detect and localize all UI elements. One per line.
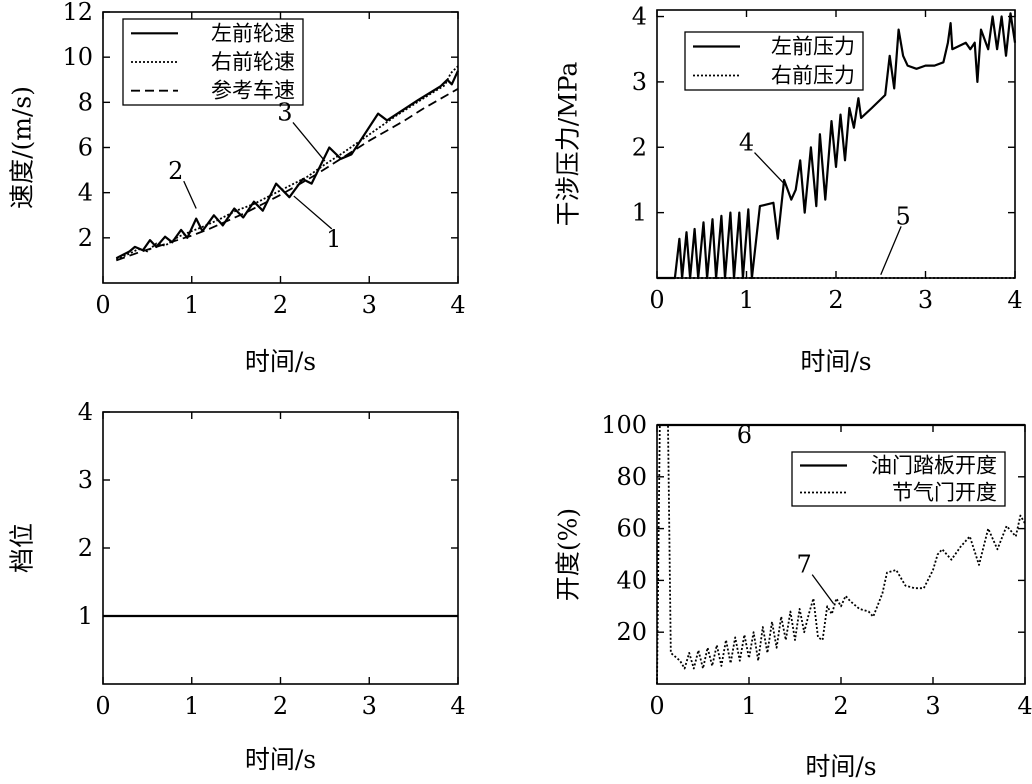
y-tick-label: 1 bbox=[632, 199, 647, 227]
annotation-3: 3 bbox=[277, 98, 326, 162]
annotation-label: 1 bbox=[326, 225, 341, 253]
annotation-leader bbox=[754, 152, 788, 187]
x-axis-label: 时间/s bbox=[245, 745, 316, 774]
x-tick-label: 3 bbox=[362, 692, 377, 720]
annotation-leader bbox=[880, 226, 902, 275]
legend-entry: 右前压力 bbox=[771, 64, 855, 88]
x-axis-label: 时间/s bbox=[805, 752, 876, 781]
series-line-2 bbox=[115, 65, 459, 261]
x-tick-label: 4 bbox=[450, 291, 465, 319]
x-tick-label: 3 bbox=[925, 692, 940, 720]
y-tick-label: 2 bbox=[632, 133, 647, 161]
x-axis: 0 1 2 3 4 bbox=[649, 10, 1023, 314]
x-axis-label: 时间/s bbox=[800, 347, 871, 376]
annotation-label: 7 bbox=[797, 551, 812, 579]
x-tick-label: 2 bbox=[273, 291, 288, 319]
x-tick-label: 2 bbox=[273, 692, 288, 720]
chart-panel-3: 0 1 2 3 4 1 2 3 4 时间/s 档位 bbox=[8, 398, 466, 774]
x-tick-label: 4 bbox=[1017, 692, 1032, 720]
y-tick-label: 1 bbox=[78, 602, 93, 630]
x-tick-label: 0 bbox=[95, 291, 110, 319]
plot-frame bbox=[102, 411, 459, 685]
y-tick-label: 40 bbox=[616, 566, 647, 594]
x-axis-label: 时间/s bbox=[245, 347, 316, 376]
annotation-7: 7 bbox=[797, 551, 835, 605]
x-tick-label: 1 bbox=[184, 291, 199, 319]
annotation-leader bbox=[292, 121, 326, 162]
annotation-leader bbox=[293, 195, 333, 230]
x-tick-label: 0 bbox=[649, 692, 664, 720]
legend-entry: 右前轮速 bbox=[211, 50, 295, 74]
x-tick-label: 0 bbox=[95, 692, 110, 720]
y-tick-label: 10 bbox=[62, 43, 93, 71]
series-line-2 bbox=[656, 424, 1026, 685]
series-line-3 bbox=[115, 88, 459, 262]
y-tick-label: 60 bbox=[616, 515, 647, 543]
y-tick-label: 4 bbox=[78, 398, 93, 426]
legend-box bbox=[791, 451, 1006, 507]
legend-entry: 节气门开度 bbox=[892, 481, 997, 505]
x-tick-label: 1 bbox=[184, 692, 199, 720]
annotation-2: 2 bbox=[168, 157, 197, 209]
annotation-5: 5 bbox=[880, 202, 911, 275]
y-tick-label: 80 bbox=[616, 463, 647, 491]
y-tick-label: 8 bbox=[78, 88, 93, 116]
x-tick-label: 3 bbox=[918, 286, 933, 314]
annotation-4: 4 bbox=[739, 129, 788, 187]
x-tick-label: 4 bbox=[450, 692, 465, 720]
y-axis-label: 干涉压力/MPa bbox=[554, 62, 583, 227]
series-line-1 bbox=[115, 70, 460, 260]
y-axis: 1 2 3 4 bbox=[78, 398, 458, 630]
x-tick-label: 2 bbox=[833, 692, 848, 720]
x-tick-label: 1 bbox=[739, 286, 754, 314]
annotation-label: 6 bbox=[737, 421, 752, 449]
annotation-1: 1 bbox=[293, 195, 341, 253]
annotation-leader bbox=[811, 574, 835, 605]
x-tick-label: 3 bbox=[362, 291, 377, 319]
y-axis: 1 2 3 4 bbox=[632, 3, 1015, 227]
y-axis: 20 40 60 80 100 bbox=[601, 411, 1025, 646]
y-tick-label: 4 bbox=[632, 3, 647, 31]
y-tick-label: 3 bbox=[632, 68, 647, 96]
x-tick-label: 2 bbox=[828, 286, 843, 314]
annotation-label: 4 bbox=[739, 129, 754, 157]
legend-entry: 左前轮速 bbox=[211, 21, 295, 45]
annotation-label: 2 bbox=[168, 157, 183, 185]
annotation-label: 5 bbox=[895, 202, 910, 230]
y-tick-label: 2 bbox=[78, 534, 93, 562]
y-tick-label: 2 bbox=[78, 224, 93, 252]
series-line-1 bbox=[657, 12, 1017, 280]
legend-entry: 左前压力 bbox=[771, 35, 855, 59]
y-tick-label: 6 bbox=[78, 134, 93, 162]
y-axis-label: 档位 bbox=[8, 523, 37, 573]
x-axis: 0 1 2 3 4 bbox=[649, 425, 1032, 720]
annotation-label: 3 bbox=[277, 98, 292, 126]
x-tick-label: 1 bbox=[741, 692, 756, 720]
legend-entry: 参考车速 bbox=[211, 79, 295, 103]
annotation-leader bbox=[183, 180, 197, 209]
legend-entry: 油门踏板开度 bbox=[871, 454, 997, 478]
x-tick-label: 0 bbox=[649, 286, 664, 314]
y-tick-label: 3 bbox=[78, 466, 93, 494]
x-tick-label: 4 bbox=[1007, 286, 1022, 314]
y-tick-label: 100 bbox=[601, 411, 647, 439]
y-tick-label: 20 bbox=[616, 618, 647, 646]
y-tick-label: 12 bbox=[62, 0, 93, 26]
annotation-6: 6 bbox=[707, 421, 752, 449]
y-tick-label: 4 bbox=[78, 179, 93, 207]
x-axis: 0 1 2 3 4 bbox=[95, 412, 466, 720]
legend-box bbox=[684, 31, 864, 91]
y-axis-label: 开度(%) bbox=[554, 508, 583, 601]
y-axis-label: 速度/(m/s) bbox=[8, 86, 37, 209]
x-axis: 0 1 2 3 4 bbox=[95, 12, 466, 319]
